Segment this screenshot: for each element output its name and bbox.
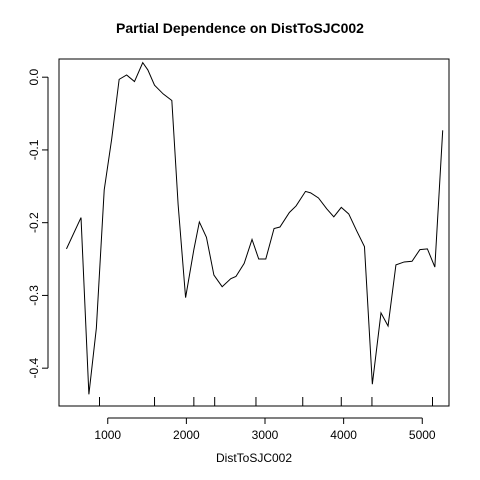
x-tick-label: 5000 bbox=[409, 428, 436, 442]
x-axis: 1000 2000 3000 4000 5000 bbox=[94, 417, 436, 442]
y-tick-label: 0.0 bbox=[27, 69, 41, 86]
x-axis-title: DistToSJC002 bbox=[216, 451, 292, 465]
series-line bbox=[66, 61, 444, 395]
plot-frame bbox=[58, 58, 450, 407]
y-tick-label: -0.2 bbox=[27, 212, 41, 233]
x-tick-label: 4000 bbox=[330, 428, 357, 442]
x-tick-label: 3000 bbox=[252, 428, 279, 442]
x-tick-label: 1000 bbox=[94, 428, 121, 442]
y-tick-label: -0.1 bbox=[27, 139, 41, 160]
y-axis: 0.0 -0.1 -0.2 -0.3 -0.4 bbox=[27, 69, 49, 379]
x-tick-label: 2000 bbox=[173, 428, 200, 442]
chart-title: Partial Dependence on DistToSJC002 bbox=[116, 20, 364, 36]
rug-marks bbox=[98, 397, 433, 406]
y-tick-label: -0.3 bbox=[27, 285, 41, 306]
y-tick-label: -0.4 bbox=[27, 358, 41, 379]
